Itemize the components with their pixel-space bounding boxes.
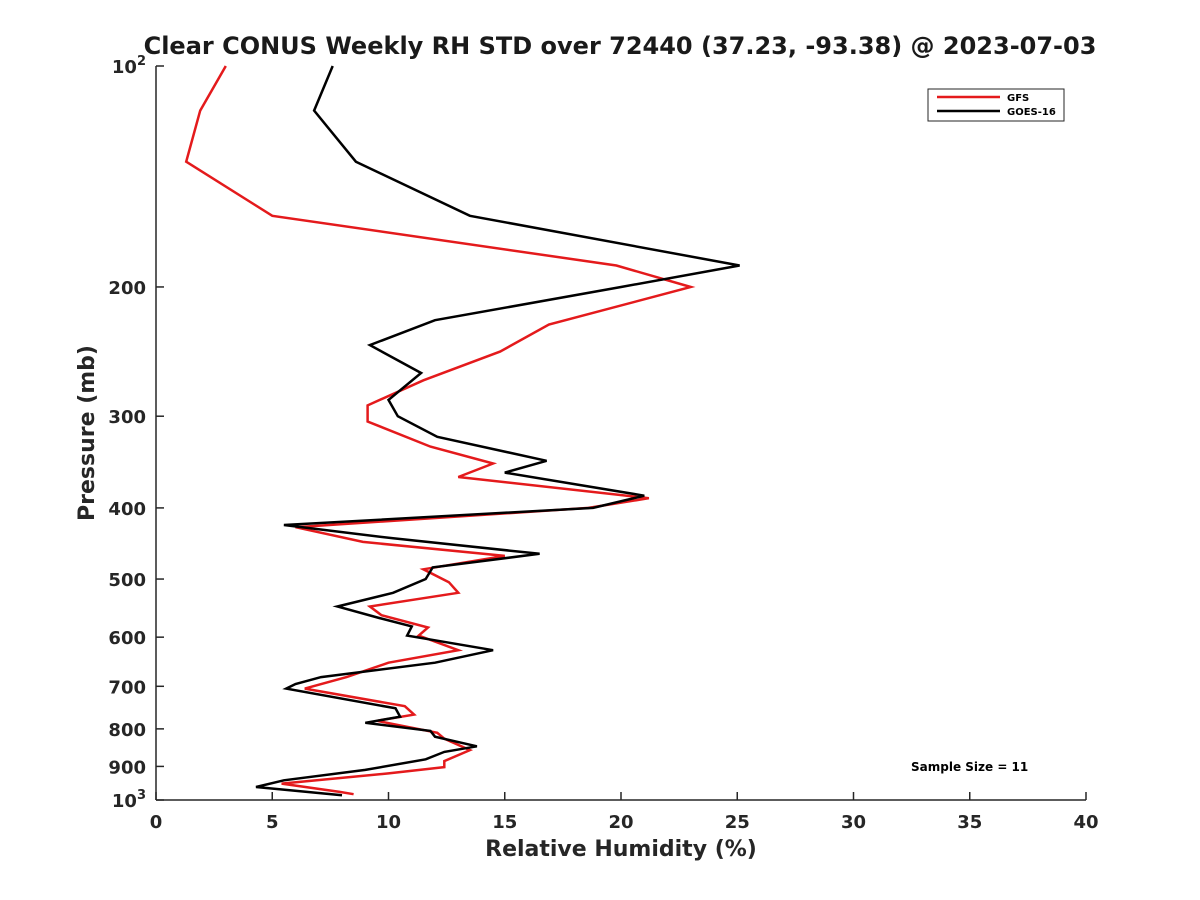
x-tick-label: 25 — [725, 812, 750, 833]
legend-label-gfs: GFS — [1007, 93, 1029, 104]
x-tick-label: 35 — [957, 812, 982, 833]
y-tick-label: 102 — [112, 54, 146, 78]
y-tick-label: 700 — [108, 677, 146, 698]
x-tick-label: 30 — [841, 812, 866, 833]
x-axis-label: Relative Humidity (%) — [485, 837, 757, 862]
y-tick-label: 900 — [108, 757, 146, 778]
y-tick-label: 200 — [108, 278, 146, 299]
y-axis-ticks: 102 200 300 400 500 600 700 800 900 103 — [108, 54, 164, 812]
x-tick-label: 20 — [608, 812, 633, 833]
series-line-goes-16 — [255, 65, 740, 797]
plot-area — [155, 66, 1086, 801]
y-tick-label: 800 — [108, 720, 146, 741]
legend-label-goes-16: GOES-16 — [1007, 107, 1056, 118]
y-tick-label: 103 — [112, 788, 146, 812]
y-tick-label: 300 — [108, 407, 146, 428]
y-axis-label: Pressure (mb) — [75, 345, 100, 521]
legend-box — [927, 88, 1065, 122]
x-tick-label: 15 — [492, 812, 517, 833]
x-tick-label: 40 — [1073, 812, 1098, 833]
chart-title: Clear CONUS Weekly RH STD over 72440 (37… — [144, 32, 1097, 60]
y-tick-label: 500 — [108, 570, 146, 591]
y-tick-label: 600 — [108, 628, 146, 649]
y-tick-label: 400 — [108, 499, 146, 520]
legend: GFS GOES-16 — [927, 88, 1065, 122]
x-axis-ticks: 0 5 10 15 20 25 30 35 40 — [150, 792, 1099, 833]
series-layer — [184, 65, 740, 797]
sample-size-annotation: Sample Size = 11 — [911, 760, 1028, 774]
x-tick-label: 0 — [150, 812, 163, 833]
x-tick-label: 10 — [376, 812, 401, 833]
x-tick-label: 5 — [266, 812, 279, 833]
plot-background — [156, 66, 1086, 800]
